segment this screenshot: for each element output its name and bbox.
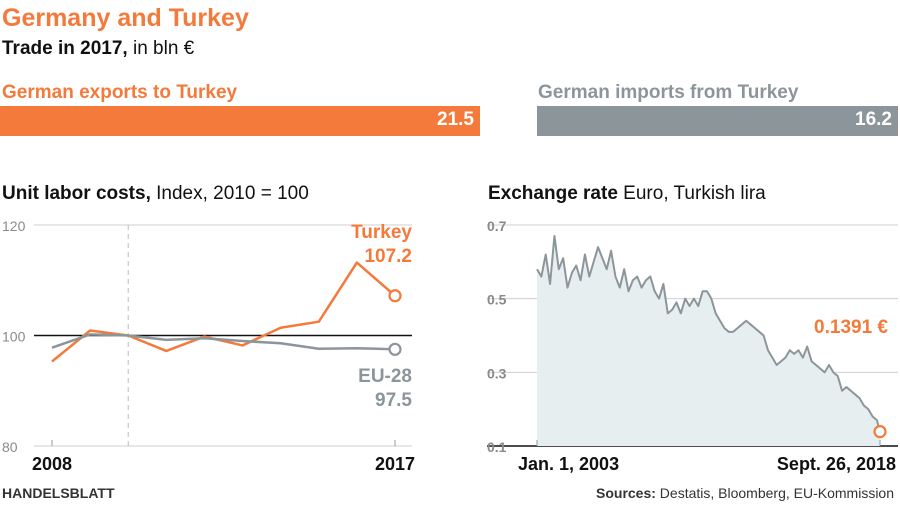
imports-label: German imports from Turkey <box>538 82 799 103</box>
exports-label: German exports to Turkey <box>2 82 238 103</box>
subtitle-rest: in bln € <box>127 38 195 59</box>
page-subtitle: Trade in 2017, in bln € <box>2 38 194 60</box>
fx-ytick-label: 0.3 <box>487 365 507 381</box>
brand-logo: HANDELSBLATT <box>2 485 115 501</box>
turkey-value-label: 107.2 <box>364 246 412 267</box>
fx-ytick-label: 0.1 <box>487 439 507 455</box>
turkey-endpoint <box>388 289 402 303</box>
fx-line <box>536 235 881 432</box>
ulc-xtick-label: 2008 <box>32 454 72 474</box>
fx-xtick-label: Jan. 1, 2003 <box>518 454 619 474</box>
ulc-title-rest: Index, 2010 = 100 <box>150 183 309 204</box>
ulc-title-bold: Unit labor costs, <box>2 183 151 204</box>
page-title: Germany and Turkey <box>2 4 249 32</box>
fx-value-label: 0.1391 € <box>814 317 888 338</box>
ulc-ytick-label: 100 <box>2 329 26 345</box>
imports-value: 16.2 <box>855 109 892 130</box>
fx-ytick-label: 0.7 <box>487 218 507 234</box>
eu28-value-label: 97.5 <box>375 390 412 411</box>
fx-endpoint <box>873 424 887 439</box>
ulc-ytick-label: 120 <box>2 218 26 234</box>
fx-chart-title: Exchange rate Euro, Turkish lira <box>488 183 766 205</box>
fx-area <box>537 236 880 446</box>
imports-bar: 16.2 <box>537 106 898 136</box>
fx-title-rest: Euro, Turkish lira <box>617 183 766 204</box>
subtitle-bold: Trade in 2017, <box>2 38 128 59</box>
exports-value: 21.5 <box>437 109 474 130</box>
eu28-series-label: EU-28 <box>358 366 412 387</box>
ulc-ytick-label: 80 <box>2 439 18 455</box>
eu28-endpoint <box>388 342 402 356</box>
exports-bar: 21.5 <box>0 106 480 136</box>
fx-xtick-label: Sept. 26, 2018 <box>777 454 896 474</box>
sources-rest: Destatis, Bloomberg, EU-Kommission <box>655 485 894 501</box>
eu28-line <box>51 333 396 351</box>
turkey-series-label: Turkey <box>351 222 412 243</box>
ulc-chart-title: Unit labor costs, Index, 2010 = 100 <box>2 183 309 205</box>
fx-ytick-label: 0.5 <box>487 292 507 308</box>
fx-title-bold: Exchange rate <box>488 183 618 204</box>
sources-bold: Sources: <box>596 485 656 501</box>
turkey-line <box>51 261 396 363</box>
sources-note: Sources: Destatis, Bloomberg, EU-Kommiss… <box>596 485 894 501</box>
ulc-xtick-label: 2017 <box>375 454 415 474</box>
